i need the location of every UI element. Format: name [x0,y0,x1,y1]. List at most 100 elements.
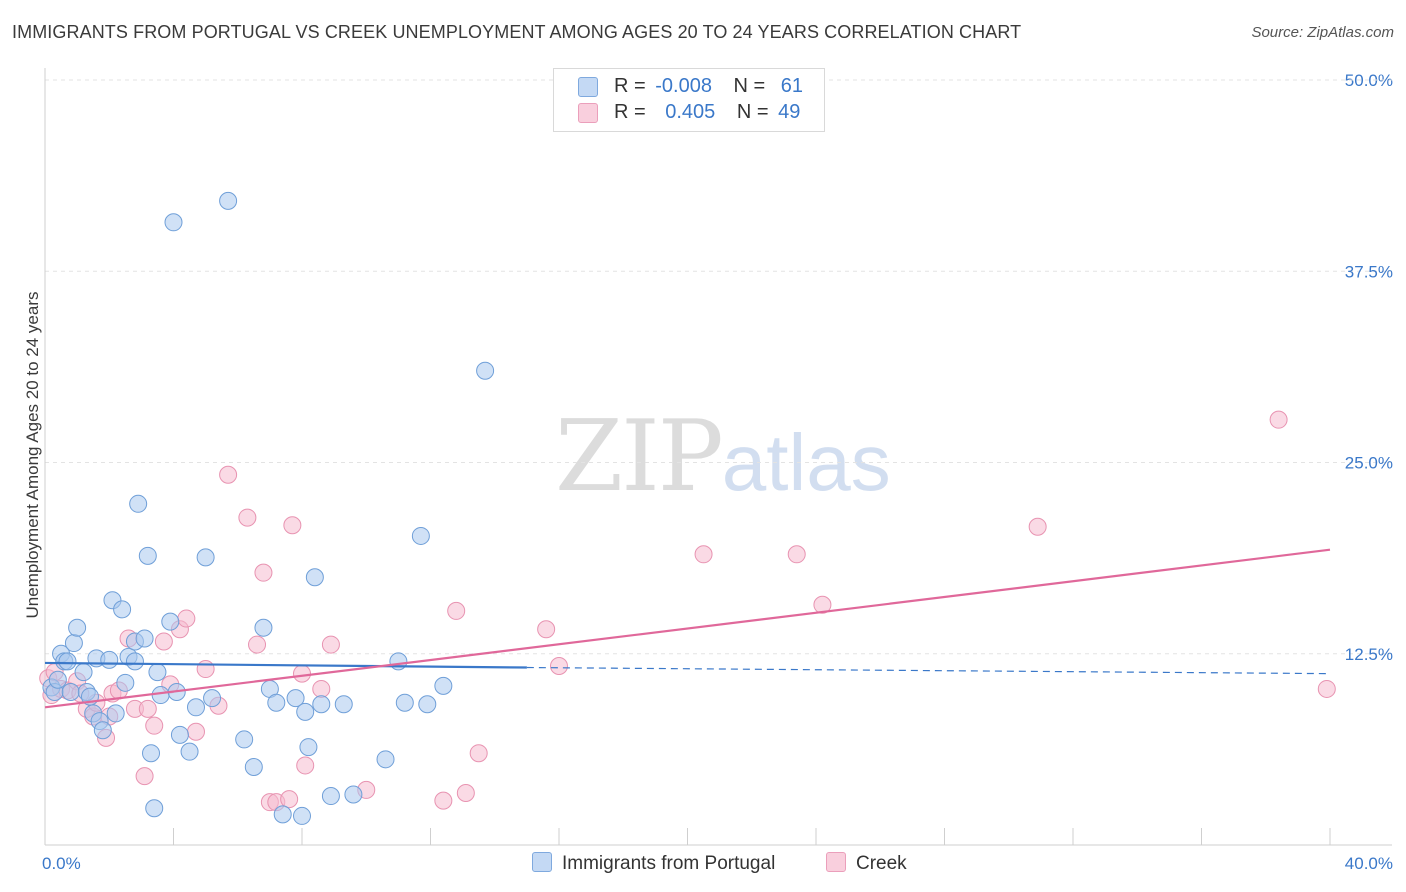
creek-point [1269,410,1288,429]
portugal-point [74,663,93,682]
portugal-point [129,494,148,513]
portugal-point [48,670,67,689]
creek-point [787,545,806,564]
portugal-point [164,213,183,232]
legend-swatch-creek [578,103,598,123]
legend-text-creek: R = 0.405 N = 49 [614,101,800,124]
portugal-point [148,663,167,682]
y-tick-label: 25.0% [1345,454,1393,473]
correlation-legend: R = -0.008 N = 61 R = 0.405 N = 49 [553,68,825,132]
creek-point [550,656,568,675]
creek-point [238,508,257,527]
creek-point [283,516,302,535]
watermark-zip: ZIP [555,400,724,514]
creek-point [813,595,832,614]
portugal-point [203,689,222,708]
portugal-point [321,787,340,806]
creek-point [145,716,164,735]
portugal-point [286,689,305,708]
portugal-point [116,673,135,692]
portugal-point [180,742,199,761]
portugal-point [299,738,318,757]
legend-r-label: R = [614,75,646,97]
legend-text-portugal: R = -0.008 N = 61 [614,75,803,98]
portugal-point [170,725,189,744]
legend-r-value-portugal: -0.008 [655,75,712,97]
portugal-point [267,693,286,712]
portugal-trendline-extension [526,666,1331,675]
creek-point [293,664,311,683]
bottom-legend-swatch-creek [826,852,846,872]
creek-point [1028,517,1047,536]
creek-point [694,545,713,564]
creek-point [296,756,315,775]
portugal-point [235,730,254,749]
creek-point [1317,679,1336,698]
portugal-point [58,652,77,671]
creek-point [248,635,267,654]
bottom-legend-label-portugal: Immigrants from Portugal [562,853,776,874]
legend-n-value-creek: 49 [778,101,801,123]
creek-point [537,620,556,639]
portugal-point [161,612,180,631]
creek-point [254,563,273,582]
portugal-point [344,785,363,804]
bottom-legend-creek: Creek [826,852,907,875]
creek-point [447,601,466,620]
portugal-point [254,618,273,637]
bottom-legend-swatch-portugal [532,852,552,872]
creek-point [219,465,238,484]
creek-point [154,632,173,651]
portugal-point [376,750,395,769]
portugal-point [135,629,154,648]
portugal-point [293,806,311,825]
portugal-point [100,650,119,669]
portugal-point [476,361,495,380]
y-axis-label: Unemployment Among Ages 20 to 24 years [23,291,42,619]
portugal-point [296,702,315,721]
creek-point [186,722,205,741]
creek-point [434,791,453,810]
legend-swatch-portugal [578,77,598,97]
portugal-point [395,693,414,712]
portugal-point [125,652,144,671]
legend-n-label: N = [733,75,766,97]
portugal-point [142,744,161,763]
legend-n-value-portugal: 61 [780,75,804,97]
x-tick-label-min: 0.0% [42,854,81,873]
portugal-point [273,805,292,824]
portugal-point [312,695,331,714]
portugal-point [68,618,87,637]
legend-r-label: R = [614,101,646,123]
creek-point [280,790,299,809]
x-tick-label-max: 40.0% [1345,854,1393,873]
creek-trendline [44,548,1331,709]
creek-point [321,635,340,654]
source-label: Source: ZipAtlas.com [1251,24,1394,41]
y-tick-label: 37.5% [1345,262,1393,281]
portugal-point [434,676,453,695]
portugal-point [61,683,80,701]
portugal-point [196,548,215,567]
creek-point [456,783,475,802]
legend-r-value-creek: 0.405 [665,101,716,123]
creek-point [138,699,157,718]
portugal-point [219,191,238,210]
creek-point [312,679,331,698]
portugal-point [334,695,353,714]
portugal-point [145,799,164,818]
portugal-point [113,600,132,619]
bottom-legend-portugal: Immigrants from Portugal [532,852,775,875]
bottom-legend-label-creek: Creek [856,853,907,874]
creek-point [196,660,215,679]
chart-title: IMMIGRANTS FROM PORTUGAL VS CREEK UNEMPL… [12,22,1022,42]
portugal-point [64,634,83,653]
portugal-point [244,757,263,776]
portugal-point [106,704,125,723]
portugal-point [138,546,157,565]
portugal-point [151,686,170,705]
portugal-point [305,568,324,587]
portugal-point [418,695,437,714]
portugal-point [411,526,430,545]
